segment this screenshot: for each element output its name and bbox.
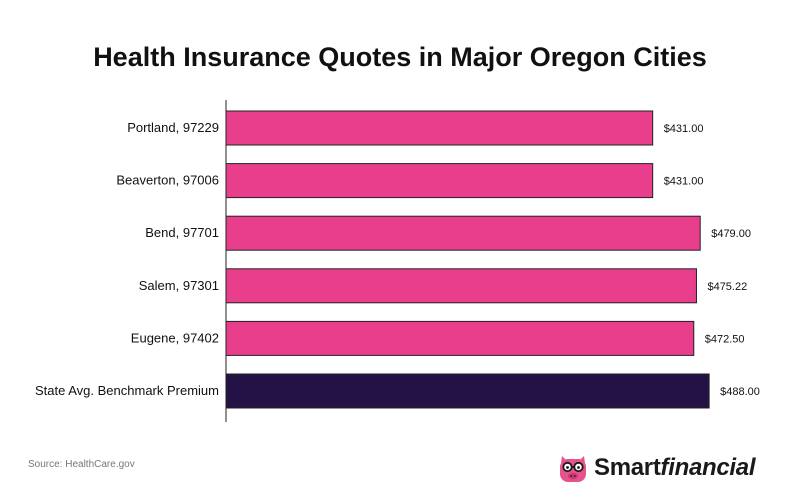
bar-beaverton-97006 (225, 163, 654, 199)
bar-bend-97701 (225, 215, 701, 251)
y-tick-label-eugene-97402: Eugene, 97402 (131, 330, 219, 345)
bar-eugene-97402 (225, 320, 695, 356)
y-tick-labels: Portland, 97229 Beaverton, 97006 Bend, 977… (35, 120, 219, 398)
value-label-portland-97229: $431.00 (664, 123, 704, 135)
y-tick-label-salem-97301: Salem, 97301 (139, 278, 219, 293)
value-label-beaverton-97006: $431.00 (664, 176, 704, 188)
y-tick-label-portland-97229: Portland, 97229 (127, 120, 219, 135)
y-tick-label-beaverton-97006: Beaverton, 97006 (116, 173, 219, 188)
bar-salem-97301 (225, 268, 697, 304)
bar-state-avg-benchmark-premium (225, 373, 710, 409)
bar-portland-97229 (225, 110, 654, 146)
piggy-bank-glasses-icon (560, 456, 586, 482)
logo-text-financial: financial (660, 454, 756, 481)
bars-group (225, 110, 710, 409)
value-labels: $431.00 $431.00 $479.00 $475.22 $472.50 $488.… (664, 123, 760, 398)
value-label-salem-97301: $475.22 (707, 281, 747, 293)
y-tick-label-bend-97701: Bend, 97701 (145, 225, 219, 240)
value-label-eugene-97402: $472.50 (705, 333, 745, 345)
logo-text-smart: Smart (594, 454, 661, 481)
value-label-bend-97701: $479.00 (711, 228, 751, 240)
source-note: Source: HealthCare.gov (28, 459, 135, 470)
value-label-state-avg-benchmark-premium: $488.00 (720, 386, 760, 398)
y-tick-label-state-avg-benchmark-premium: State Avg. Benchmark Premium (35, 383, 219, 398)
chart-title: Health Insurance Quotes in Major Oregon … (93, 42, 707, 72)
logo-wordmark: Smartfinancial (594, 454, 756, 482)
smartfinancial-logo: Smartfinancial (556, 452, 756, 484)
